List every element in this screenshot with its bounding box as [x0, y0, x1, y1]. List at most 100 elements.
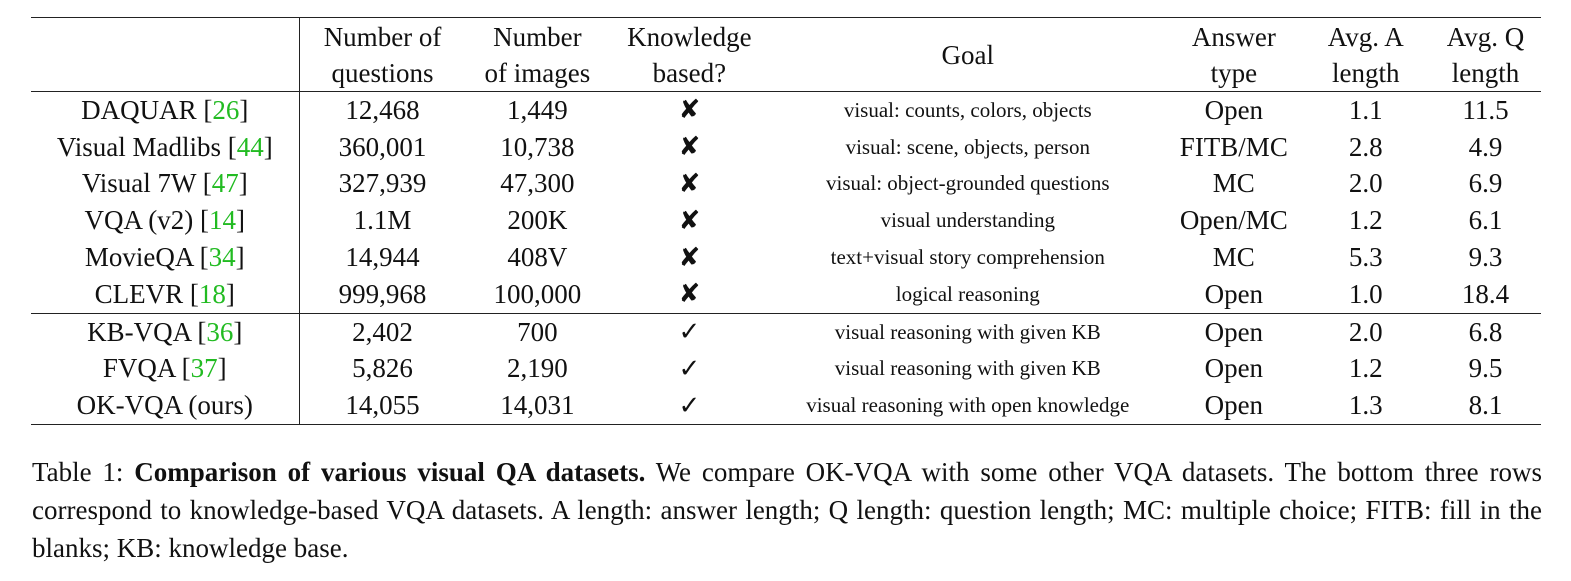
header-line-2: questions [331, 57, 434, 88]
avg-q-length-cell: 4.9 [1468, 131, 1503, 162]
knowledge-mark-icon: ✘ [678, 132, 701, 163]
header-cell: Number of images [466, 18, 610, 92]
header-line-1: Goal [941, 39, 995, 70]
citation-close: ] [235, 242, 245, 273]
goal-cell: visual understanding [880, 208, 1055, 233]
avg-q-length-cell: 11.5 [1462, 94, 1509, 125]
avg-q-length-cell: 9.5 [1468, 353, 1503, 384]
goal-cell: visual: counts, colors, objects [843, 97, 1092, 122]
goal-cell: visual reasoning with given KB [769, 312, 1167, 351]
dataset-cell: CLEVR [18] [31, 275, 300, 314]
answer-type-cell: FITB/MC [1179, 131, 1288, 162]
header-line-2: of images [484, 57, 591, 88]
dataset-name: DAQUAR [ [81, 94, 213, 125]
questions-cell: 1.1M [353, 205, 412, 236]
avg-a-length-cell: 1.3 [1301, 387, 1430, 426]
knowledge-mark-icon: ✘ [678, 242, 701, 273]
goal-cell: logical reasoning [895, 281, 1040, 306]
citation-link[interactable]: 26 [212, 94, 240, 125]
header-cell: Number of questions [299, 18, 465, 92]
header-row: Number of questions Number of images Knowled… [31, 17, 1541, 92]
dataset-cell: Visual 7W [47] [31, 165, 300, 203]
goal-cell: text+visual story comprehension [830, 245, 1105, 270]
avg-a-length-cell: 2.8 [1348, 131, 1383, 162]
header-line-2: type [1210, 57, 1258, 88]
header-line-1: Number [493, 21, 582, 52]
answer-type-cell: Open [1204, 278, 1264, 309]
citation-link[interactable]: 47 [211, 168, 239, 199]
caption-text: We compare OK-VQA with some other VQA da… [32, 457, 1542, 563]
avg-a-length-cell: 2.0 [1348, 168, 1383, 199]
questions-cell: 14,944 [345, 242, 420, 273]
dataset-cell: VQA (v2) [14] [31, 202, 300, 240]
citation-close: ] [233, 316, 243, 347]
images-cell: 1,449 [507, 94, 568, 125]
avg-a-length-cell: 2.0 [1301, 312, 1430, 351]
knowledge-mark-icon: ✘ [678, 279, 701, 310]
table-row: Visual Madlibs [44] 360,001 10,738 ✘ visual:… [31, 128, 1541, 166]
dataset-name: OK-VQA (ours) [76, 390, 253, 421]
knowledge-mark-icon: ✓ [678, 353, 701, 384]
knowledge-mark-icon: ✘ [678, 95, 701, 126]
citation-link[interactable]: 37 [190, 353, 218, 384]
avg-q-length-cell: 8.1 [1430, 387, 1541, 426]
knowledge-mark-icon: ✓ [609, 387, 770, 426]
citation-link[interactable]: 14 [209, 205, 237, 236]
dataset-cell: KB-VQA [36] [31, 312, 300, 351]
questions-cell: 5,826 [352, 353, 413, 384]
images-cell: 10,738 [500, 131, 575, 162]
citation-close: ] [263, 131, 273, 162]
images-cell: 700 [465, 312, 610, 351]
images-cell: 2,190 [507, 353, 568, 384]
answer-type-cell: MC [1212, 242, 1255, 273]
citation-link[interactable]: 44 [236, 131, 264, 162]
table-caption: Table 1: Comparison of various visual QA… [32, 453, 1542, 567]
comparison-table: Number of questions Number of images Knowled… [31, 17, 1541, 426]
goal-cell: visual: object-grounded questions [826, 171, 1110, 196]
avg-q-length-cell: 6.1 [1468, 205, 1503, 236]
header-line-1: Answer [1191, 21, 1276, 52]
citation-link[interactable]: 18 [198, 278, 226, 309]
table-row: CLEVR [18] 999,968 100,000 ✘ logical reasoni… [31, 275, 1541, 314]
avg-a-length-cell: 1.2 [1348, 353, 1383, 384]
header-cell: Goal [770, 18, 1167, 92]
answer-type-cell: MC [1212, 168, 1255, 199]
citation-link[interactable]: 36 [206, 316, 234, 347]
answer-type-cell: Open [1204, 353, 1264, 384]
dataset-cell: DAQUAR [26] [31, 91, 300, 129]
dataset-name: VQA (v2) [ [84, 205, 210, 236]
questions-cell: 360,001 [338, 131, 427, 162]
answer-type-cell: Open [1166, 312, 1302, 351]
goal-cell: visual: scene, objects, person [845, 134, 1090, 159]
header-line-1: Avg. Q [1446, 21, 1525, 52]
header-cell: Knowledge based? [609, 18, 769, 92]
citation-close: ] [238, 168, 248, 199]
citation-close: ] [217, 353, 227, 384]
dataset-name: Visual Madlibs [ [56, 131, 237, 162]
citation-close: ] [239, 94, 249, 125]
avg-q-length-cell: 6.8 [1430, 312, 1541, 351]
avg-q-length-cell: 6.9 [1468, 168, 1503, 199]
dataset-cell: MovieQA [34] [31, 239, 300, 276]
goal-cell: visual reasoning with given KB [834, 356, 1101, 381]
questions-cell: 999,968 [338, 278, 427, 309]
header-line-2: based? [652, 57, 727, 88]
table-row: KB-VQA [36] 2,402 700 ✓ visual reasoning wit… [31, 312, 1541, 351]
header-cell [31, 17, 300, 92]
table-row: MovieQA [34] 14,944 408V ✘ text+visual story… [31, 239, 1541, 276]
questions-cell: 327,939 [338, 168, 427, 199]
dataset-name: CLEVR [ [94, 278, 199, 309]
answer-type-cell: Open/MC [1179, 205, 1288, 236]
caption-label: Table 1: [32, 457, 135, 487]
table-row: VQA (v2) [14] 1.1M 200K ✘ visual understandi… [31, 202, 1541, 240]
images-cell: 100,000 [493, 278, 582, 309]
questions-cell: 14,055 [299, 387, 466, 426]
dataset-name: FVQA [ [102, 353, 191, 384]
dataset-name: Visual 7W [ [81, 168, 212, 199]
questions-cell: 12,468 [345, 94, 420, 125]
images-cell: 14,031 [465, 387, 610, 426]
dataset-name: MovieQA [ [84, 242, 209, 273]
citation-link[interactable]: 34 [208, 242, 236, 273]
answer-type-cell: Open [1204, 94, 1264, 125]
